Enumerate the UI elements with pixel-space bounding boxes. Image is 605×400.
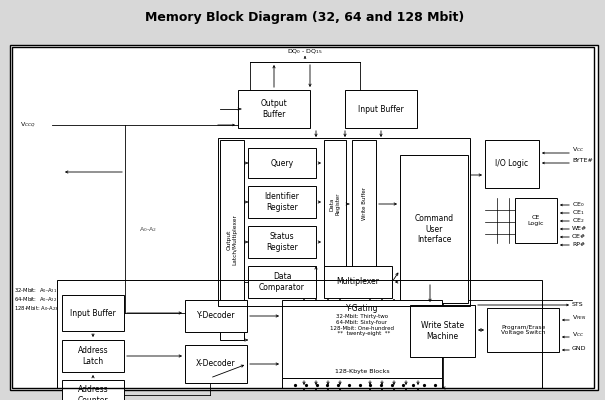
Text: Data
Comparator: Data Comparator	[259, 272, 305, 292]
Text: Y-Decoder: Y-Decoder	[197, 312, 235, 320]
Text: A$_0$-A$_2$: A$_0$-A$_2$	[139, 226, 157, 234]
Text: Identifier
Register: Identifier Register	[264, 192, 299, 212]
Text: Multiplexer: Multiplexer	[336, 278, 379, 286]
Text: 64-Mbit:  A$_0$-A$_{22}$: 64-Mbit: A$_0$-A$_{22}$	[14, 296, 57, 304]
Text: Y-Gating: Y-Gating	[345, 304, 378, 313]
Text: Memory Block Diagram (32, 64 and 128 Mbit): Memory Block Diagram (32, 64 and 128 Mbi…	[145, 12, 465, 24]
Bar	[487, 308, 559, 352]
Text: CE$_1$: CE$_1$	[572, 208, 585, 218]
Text: V$_{CCQ}$: V$_{CCQ}$	[20, 120, 36, 130]
Bar	[485, 140, 539, 188]
Text: Address
Latch: Address Latch	[77, 346, 108, 366]
Bar	[352, 140, 376, 268]
Bar	[410, 305, 475, 357]
Text: V$_{PEN}$: V$_{PEN}$	[572, 314, 587, 322]
Text: Input Buffer: Input Buffer	[70, 308, 116, 318]
Text: Command
User
Interface: Command User Interface	[414, 214, 454, 244]
Bar	[345, 90, 417, 128]
Bar	[218, 138, 470, 306]
Bar	[400, 155, 468, 303]
Text: Status
Register: Status Register	[266, 232, 298, 252]
Bar	[282, 378, 442, 388]
Text: Output
Buffer: Output Buffer	[261, 99, 287, 119]
Bar	[62, 340, 124, 372]
Bar	[248, 226, 316, 258]
Bar	[248, 266, 316, 298]
Text: Input Buffer: Input Buffer	[358, 104, 404, 114]
Text: I/O Logic: I/O Logic	[495, 160, 529, 168]
Bar	[324, 140, 346, 268]
Text: 128-Mbit: A$_0$-A$_{23}$: 128-Mbit: A$_0$-A$_{23}$	[14, 304, 59, 314]
Bar	[185, 345, 247, 383]
Text: 32-Mbit: Thirty-two
64-Mbit: Sixty-four
128-Mbit: One-hundred
  **  twenty-eight: 32-Mbit: Thirty-two 64-Mbit: Sixty-four …	[330, 314, 394, 336]
Text: WE#: WE#	[572, 226, 587, 232]
Bar	[220, 140, 244, 340]
Text: Program/Erase
Voltage Switch: Program/Erase Voltage Switch	[501, 325, 545, 335]
Text: RP#: RP#	[572, 242, 585, 248]
Text: BYTE#: BYTE#	[572, 158, 593, 162]
Text: Data
Register: Data Register	[330, 193, 341, 215]
Bar	[62, 380, 124, 400]
Text: DQ$_0$ - DQ$_{15}$: DQ$_0$ - DQ$_{15}$	[287, 48, 323, 56]
Bar	[10, 45, 598, 390]
Text: STS: STS	[572, 302, 584, 308]
Text: 32-Mbit:  A$_0$-A$_{21}$: 32-Mbit: A$_0$-A$_{21}$	[14, 286, 57, 296]
Bar	[324, 266, 392, 298]
Text: X-Decoder: X-Decoder	[196, 360, 236, 368]
Bar	[185, 300, 247, 332]
Bar	[515, 198, 557, 243]
Text: Output
Latch/Multiplexer: Output Latch/Multiplexer	[227, 214, 237, 266]
Text: Address
Counter: Address Counter	[77, 385, 108, 400]
Text: Write Buffer: Write Buffer	[362, 188, 367, 220]
Bar	[248, 186, 316, 218]
Text: GND: GND	[572, 346, 586, 350]
Text: Query: Query	[270, 158, 293, 168]
Text: CE
Logic: CE Logic	[528, 215, 544, 226]
Text: CE$_0$: CE$_0$	[572, 200, 585, 210]
Bar	[248, 148, 316, 178]
Text: OE#: OE#	[572, 234, 586, 240]
Bar	[57, 280, 542, 388]
Text: 128-Kbyte Blocks: 128-Kbyte Blocks	[335, 370, 389, 374]
Bar	[62, 295, 124, 331]
Text: CE$_2$: CE$_2$	[572, 216, 584, 226]
Text: V$_{CC}$: V$_{CC}$	[572, 330, 584, 340]
Text: Write State
Machine: Write State Machine	[421, 321, 464, 341]
Bar	[282, 300, 442, 378]
Bar	[238, 90, 310, 128]
Text: V$_{CC}$: V$_{CC}$	[572, 146, 584, 154]
Bar	[12, 47, 594, 388]
